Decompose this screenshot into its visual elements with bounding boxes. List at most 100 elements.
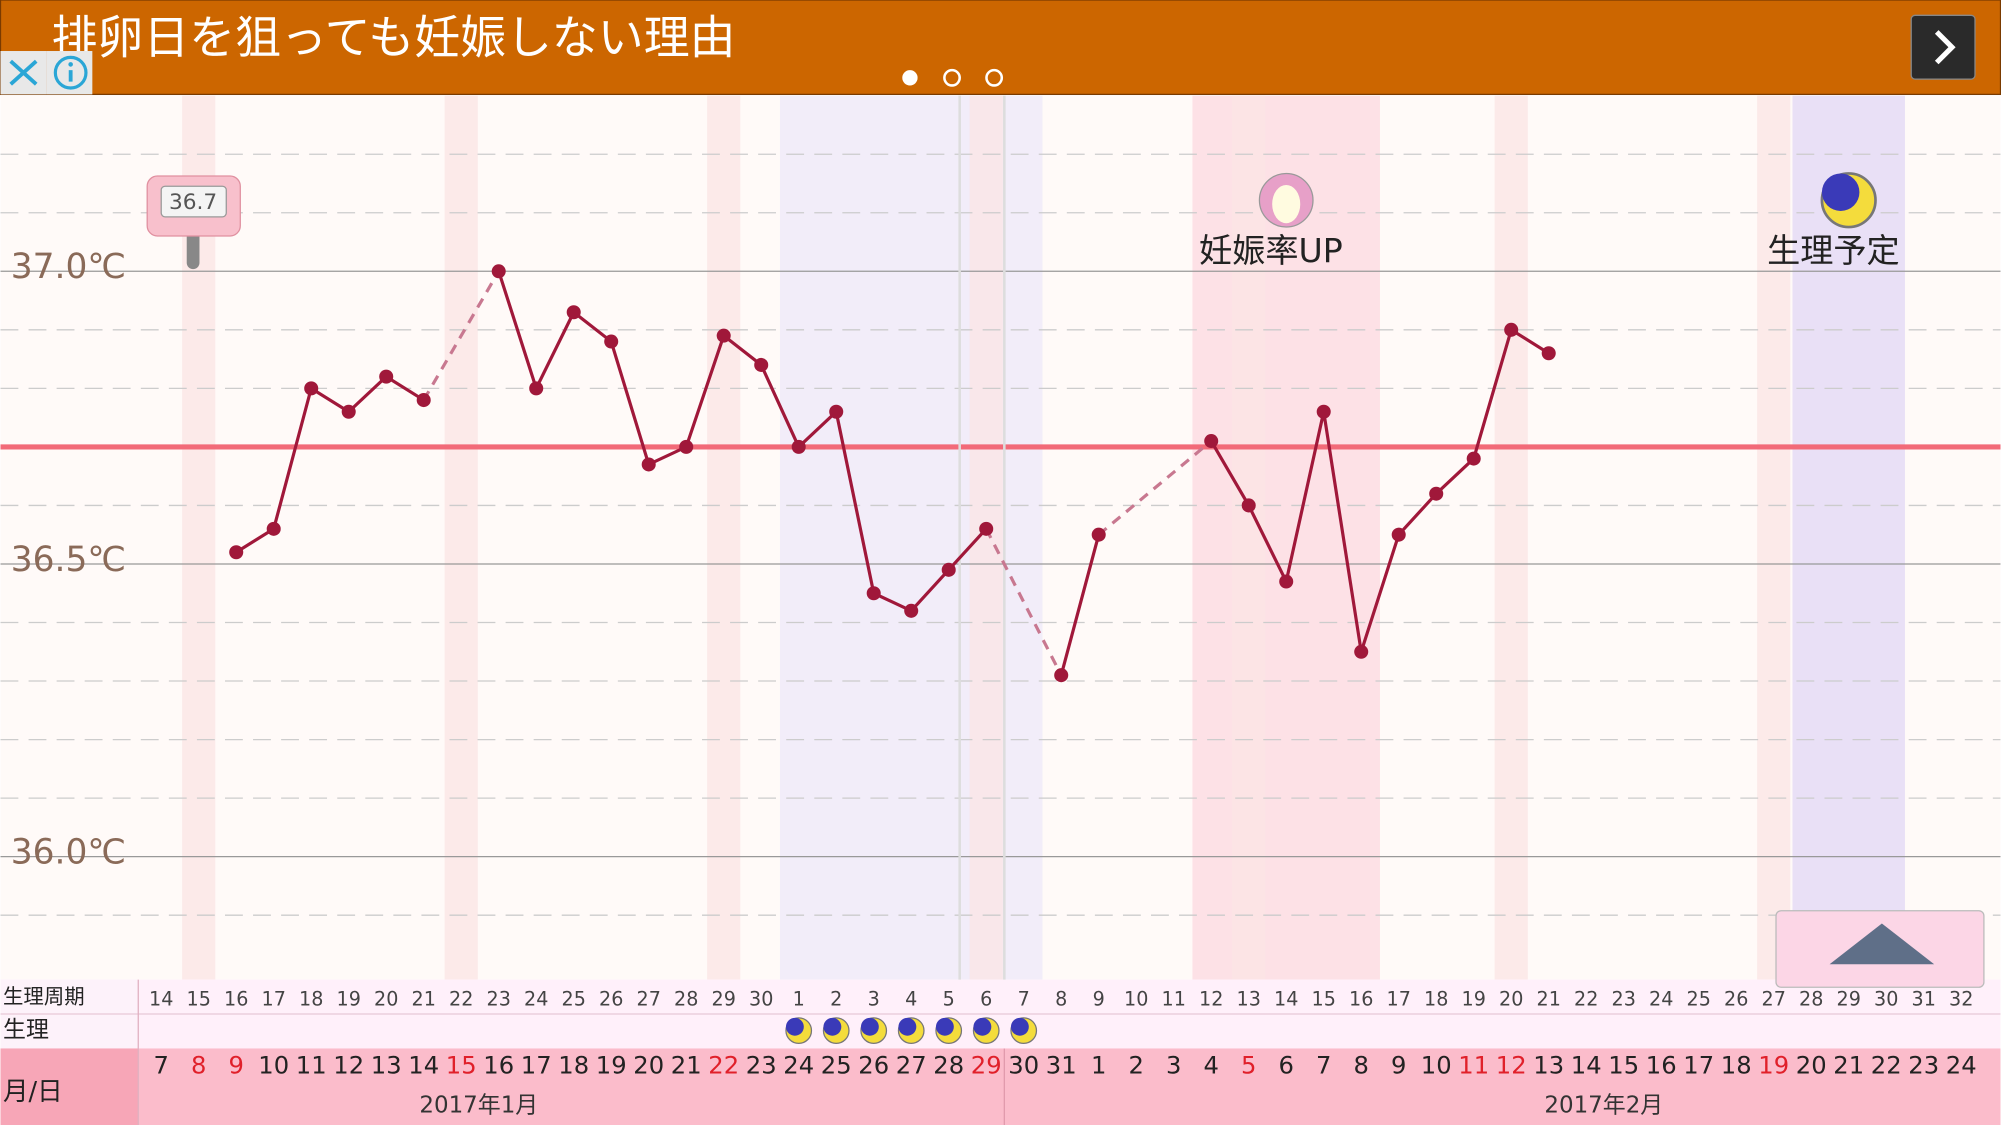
cycle-day: 23 xyxy=(1612,987,1636,1010)
temperature-point xyxy=(1279,574,1294,589)
cycle-day: 23 xyxy=(487,987,511,1010)
cycle-day: 26 xyxy=(1724,987,1748,1010)
temperature-point xyxy=(416,393,431,408)
month-label: 2017年2月 xyxy=(1544,1092,1663,1118)
ad-next-button[interactable] xyxy=(1910,14,1976,80)
cycle-day: 15 xyxy=(1312,987,1336,1010)
temperature-point xyxy=(604,334,619,349)
cycle-day: 6 xyxy=(980,987,992,1010)
date-label: 15 xyxy=(446,1051,477,1079)
cycle-day: 2 xyxy=(830,987,842,1010)
cycle-day: 20 xyxy=(1499,987,1523,1010)
cycle-day: 19 xyxy=(1462,987,1486,1010)
scroll-up-button[interactable] xyxy=(1775,910,1985,988)
temperature-point xyxy=(941,562,956,577)
y-tick-label: 37.0℃ xyxy=(11,247,126,287)
temperature-line xyxy=(1209,327,1550,653)
date-label: 31 xyxy=(1046,1051,1077,1079)
date-label: 1 xyxy=(1091,1051,1106,1079)
date-label: 25 xyxy=(821,1051,852,1079)
sunday-stripe xyxy=(1494,95,1528,980)
date-label: 14 xyxy=(408,1051,439,1079)
moon-shade xyxy=(1010,1017,1029,1036)
date-label: 12 xyxy=(333,1051,364,1079)
tooltip-value: 36.7 xyxy=(169,190,217,215)
cycle-day: 30 xyxy=(749,987,773,1010)
date-label: 15 xyxy=(1608,1051,1639,1079)
date-label: 8 xyxy=(191,1051,206,1079)
date-label: 14 xyxy=(1571,1051,1602,1079)
temperature-point xyxy=(379,369,394,384)
ad-close[interactable] xyxy=(0,51,47,95)
gap-connector xyxy=(422,270,501,401)
ad-title[interactable]: 排卵日を狙っても妊娠しない理由 xyxy=(52,10,736,64)
ad-info[interactable] xyxy=(46,51,93,95)
cycle-label: 生理周期 xyxy=(3,984,85,1008)
page-dot[interactable] xyxy=(902,70,918,86)
cycle-day: 10 xyxy=(1124,987,1148,1010)
cycle-day: 11 xyxy=(1162,987,1186,1010)
temperature-point xyxy=(491,264,506,279)
cycle-day: 30 xyxy=(1874,987,1898,1010)
temperature-point xyxy=(904,603,919,618)
temperature-point xyxy=(1316,404,1331,419)
date-label: 21 xyxy=(671,1051,702,1079)
cycle-day: 4 xyxy=(905,987,917,1010)
page-dot[interactable] xyxy=(943,68,961,87)
cycle-day: 22 xyxy=(449,987,473,1010)
date-label: 12 xyxy=(1496,1051,1527,1079)
cycle-day: 29 xyxy=(712,987,736,1010)
date-label: 24 xyxy=(1946,1051,1977,1079)
date-label: 18 xyxy=(1721,1051,1752,1079)
temperature-point xyxy=(1429,486,1444,501)
date-label: 17 xyxy=(1683,1051,1714,1079)
date-label: 19 xyxy=(596,1051,627,1079)
egg-shape xyxy=(1272,184,1301,224)
date-label: 16 xyxy=(483,1051,514,1079)
temperature-point xyxy=(341,404,356,419)
moon-shade xyxy=(973,1017,992,1036)
cycle-day: 5 xyxy=(943,987,955,1010)
cycle-day: 14 xyxy=(1274,987,1298,1010)
date-label: 7 xyxy=(1316,1051,1331,1079)
temperature-point xyxy=(1204,434,1219,449)
cycle-day: 27 xyxy=(1762,987,1786,1010)
annotation-label: 生理予定 xyxy=(1767,231,1900,270)
date-label: 23 xyxy=(746,1051,777,1079)
cycle-day: 12 xyxy=(1199,987,1223,1010)
page-dot[interactable] xyxy=(985,68,1004,87)
cycle-day: 19 xyxy=(337,987,361,1010)
moon-shade xyxy=(860,1017,879,1036)
date-label: 6 xyxy=(1279,1051,1294,1079)
date-label: 13 xyxy=(371,1051,402,1079)
sunday-stripe xyxy=(444,95,478,980)
date-label: 20 xyxy=(633,1051,664,1079)
date-label: 9 xyxy=(1391,1051,1406,1079)
sunday-stripe xyxy=(1757,95,1791,980)
date-label: 29 xyxy=(971,1051,1002,1079)
date-label: 26 xyxy=(858,1051,889,1079)
date-label: 19 xyxy=(1758,1051,1789,1079)
month-label: 2017年1月 xyxy=(419,1092,538,1118)
temperature-point xyxy=(716,328,731,343)
temperature-point xyxy=(529,381,544,396)
date-label: 4 xyxy=(1204,1051,1219,1079)
temperature-point xyxy=(641,457,656,472)
temperature-point xyxy=(1541,346,1556,361)
date-label: 22 xyxy=(1871,1051,1902,1079)
cycle-day: 15 xyxy=(187,987,211,1010)
cycle-day: 28 xyxy=(674,987,698,1010)
cycle-day: 16 xyxy=(1349,987,1373,1010)
temperature-point xyxy=(791,439,806,454)
sunday-stripe xyxy=(969,95,1003,980)
cycle-day: 16 xyxy=(224,987,248,1010)
gap-connector xyxy=(984,528,1063,676)
moon-shade xyxy=(898,1017,917,1036)
temperature-point xyxy=(979,521,994,536)
temperature-point xyxy=(1504,322,1519,337)
temperature-point xyxy=(1241,498,1256,513)
cycle-day: 9 xyxy=(1093,987,1105,1010)
date-label: 11 xyxy=(1458,1051,1489,1079)
